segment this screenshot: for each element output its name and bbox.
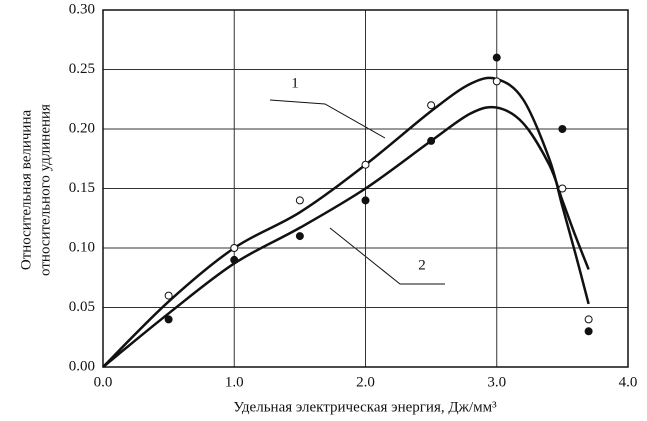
data-point xyxy=(492,77,501,86)
y-tick-label: 0.00 xyxy=(69,358,95,374)
data-point xyxy=(295,232,304,241)
y-tick-label: 0.10 xyxy=(69,239,95,255)
data-point xyxy=(361,160,370,169)
plot-frame xyxy=(102,9,629,368)
leader-lines xyxy=(175,99,445,285)
fit-curve xyxy=(102,105,590,368)
y-tick-label: 0.25 xyxy=(69,61,95,77)
curve-label: 2 xyxy=(418,257,426,273)
y-axis-title: относительного удлинения xyxy=(37,104,53,276)
data-point xyxy=(164,315,173,324)
data-point xyxy=(230,255,239,264)
x-tick-label: 4.0 xyxy=(619,374,638,390)
data-point xyxy=(584,315,593,324)
data-point xyxy=(558,125,567,133)
data-point xyxy=(361,196,370,205)
data-point xyxy=(584,327,593,336)
x-tick-label: 1.0 xyxy=(225,374,244,390)
x-tick-label: 3.0 xyxy=(487,374,506,390)
data-point xyxy=(427,101,436,110)
y-tick-label: 0.15 xyxy=(69,180,95,196)
data-point xyxy=(427,136,436,145)
data-point xyxy=(295,196,304,205)
y-tick-label: 0.20 xyxy=(69,120,95,136)
data-point xyxy=(492,53,501,62)
x-tick-label: 2.0 xyxy=(356,374,375,390)
y-tick-label: 0.05 xyxy=(69,299,95,315)
data-point xyxy=(230,244,239,252)
leader-line xyxy=(269,99,386,139)
fit-curve xyxy=(102,76,590,368)
data-point xyxy=(164,291,173,300)
leader-line xyxy=(329,227,445,285)
y-tick-label: 0.30 xyxy=(69,1,95,17)
x-axis-title: Удельная электрическая энергия, Дж/мм³ xyxy=(233,399,497,415)
data-point xyxy=(558,184,567,193)
y-axis-title: Относительная величина xyxy=(18,110,34,271)
x-tick-label: 0.0 xyxy=(94,374,113,390)
curve-label: 1 xyxy=(291,75,299,91)
